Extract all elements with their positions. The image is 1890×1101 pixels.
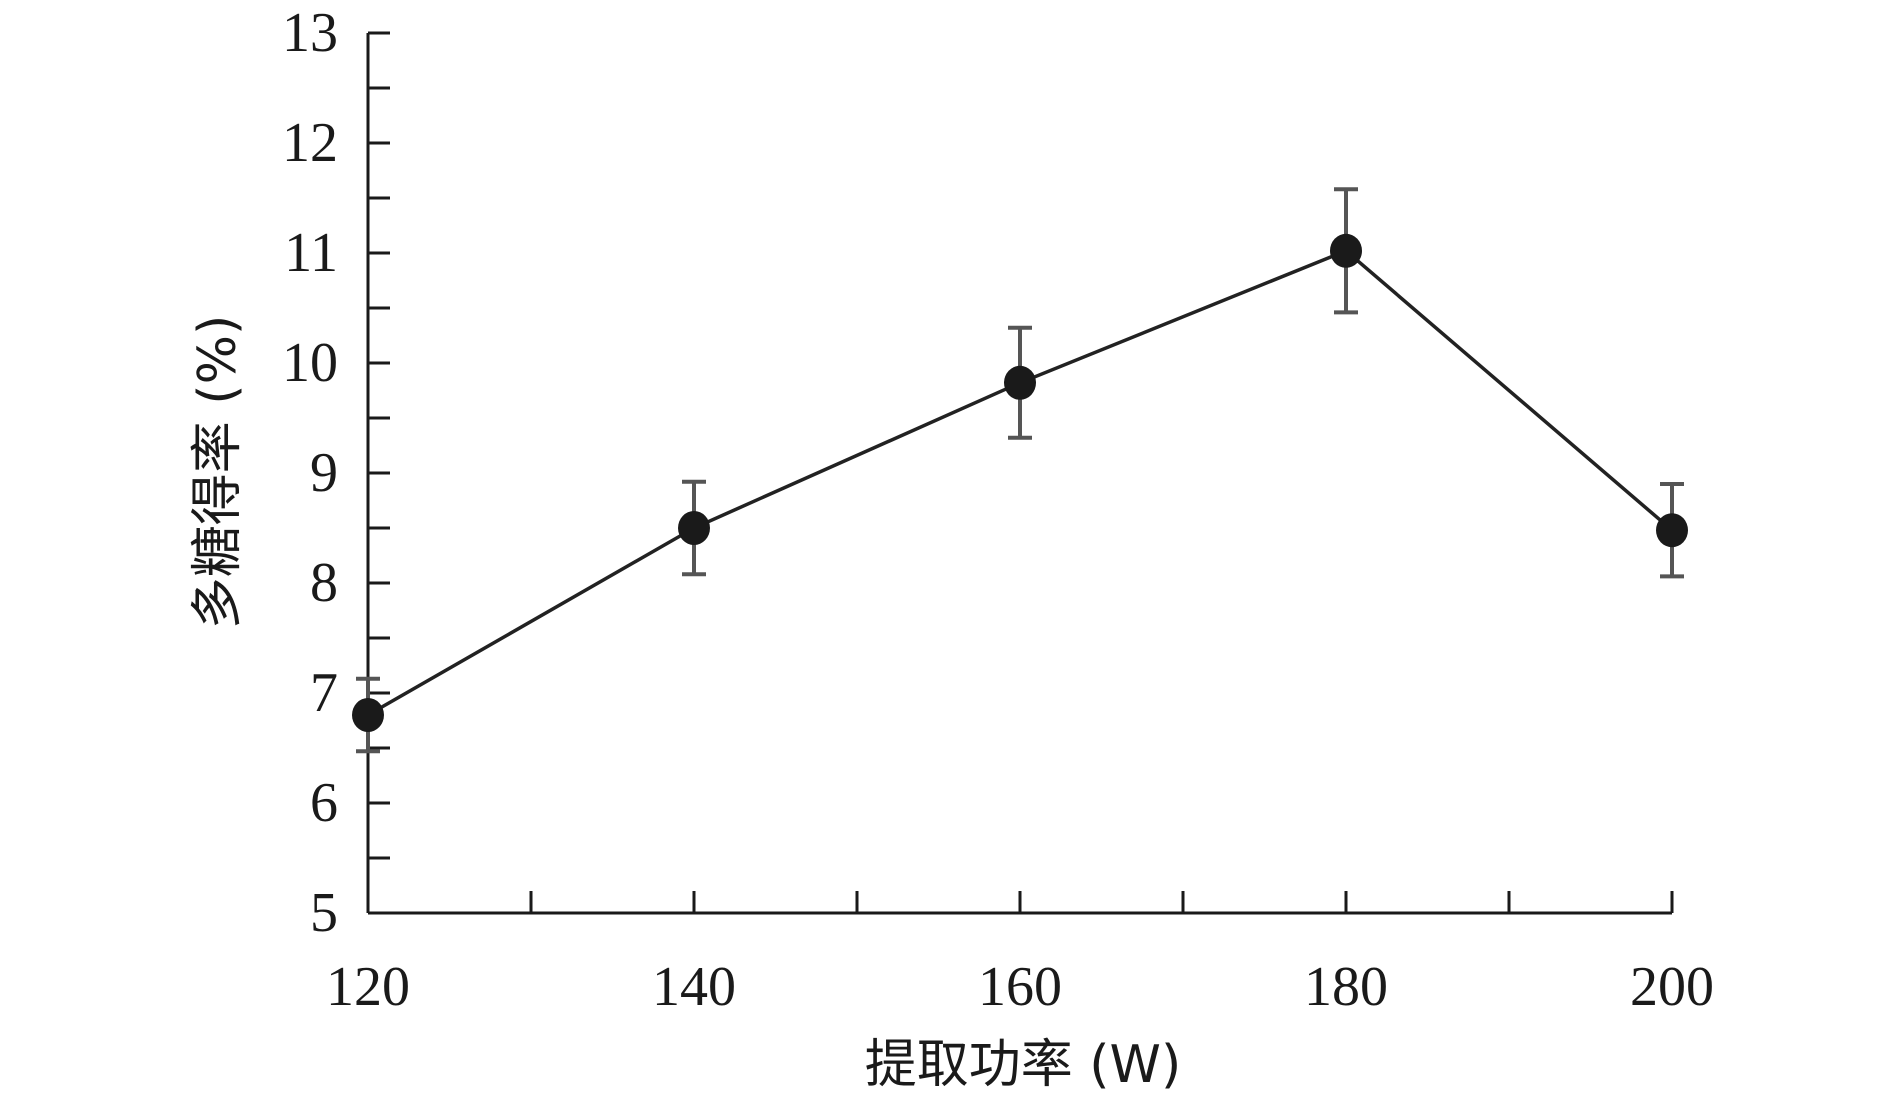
y-tick-label: 5: [310, 882, 338, 944]
axes: [366, 31, 1674, 915]
data-point: [1004, 365, 1036, 400]
y-tick-label: 11: [284, 222, 338, 284]
x-tick-labels: 120 140 160 180 200: [326, 956, 1714, 1018]
y-tick-labels: 5 6 7 8 9 10 11 12 13: [282, 2, 338, 944]
y-tick-label: 12: [282, 112, 338, 174]
data-point: [1330, 233, 1362, 268]
y-tick-label: 9: [310, 442, 338, 504]
y-tick-label: 8: [310, 552, 338, 614]
x-axis-label: 提取功率 (W): [865, 1035, 1182, 1095]
y-tick-label: 10: [282, 332, 338, 394]
x-tick-label: 160: [978, 956, 1062, 1018]
data-point: [678, 511, 710, 545]
y-tick-label: 7: [310, 662, 338, 724]
x-tick-label: 180: [1304, 956, 1388, 1018]
series-line: [367, 248, 1674, 717]
y-tick-label: 6: [310, 772, 338, 834]
x-tick-label: 140: [652, 956, 736, 1018]
y-tick-label: 13: [282, 2, 338, 64]
y-axis-label: 多糖得率 (%): [188, 315, 248, 630]
x-tick-label: 200: [1630, 956, 1714, 1018]
x-tick-label: 120: [326, 956, 410, 1018]
series-layer: [352, 187, 1688, 754]
data-point: [1656, 513, 1688, 548]
data-point: [352, 698, 384, 732]
